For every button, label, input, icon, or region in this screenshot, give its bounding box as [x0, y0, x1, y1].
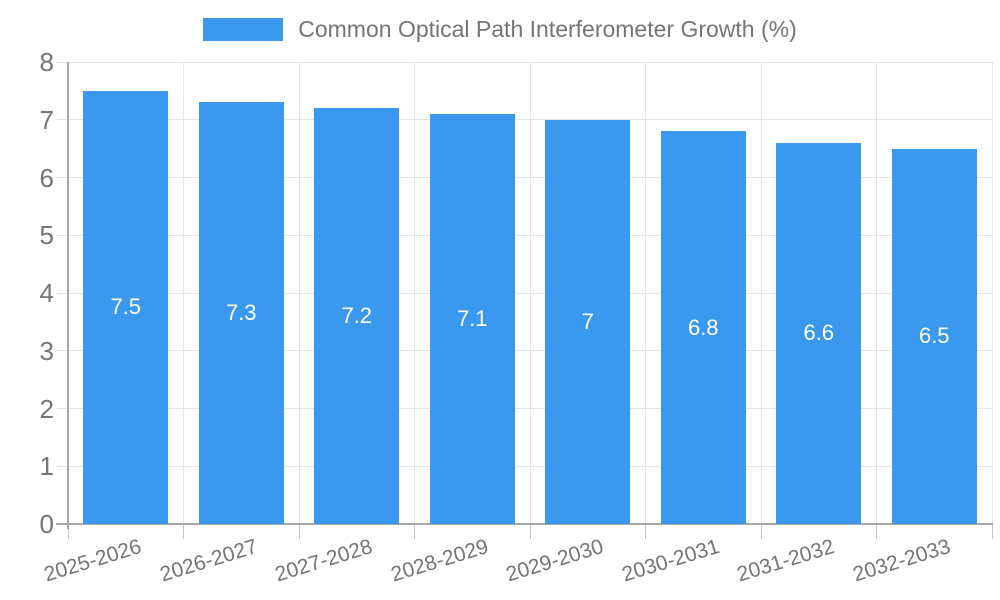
x-axis-tick [183, 524, 184, 539]
y-axis-tick-label: 8 [39, 47, 54, 77]
y-axis-tick-label: 3 [39, 335, 54, 366]
x-axis-tick-label: 2026-2027 [157, 535, 260, 587]
plot-area: 7.5 7.3 7.2 7.1 7 6.8 6.6 6.5 [56, 61, 993, 539]
bar: 7.2 [314, 108, 400, 524]
y-axis-tick [57, 408, 68, 409]
y-axis-tick-label: 0 [39, 509, 54, 539]
bar: 7.1 [429, 113, 515, 524]
x-axis-tick-label: 2027-2028 [272, 535, 376, 587]
x-gridline [991, 62, 993, 524]
x-axis-tick [760, 524, 762, 539]
x-gridline [183, 62, 184, 524]
bar-value-label: 7.2 [341, 303, 373, 329]
bar: 7.3 [198, 102, 284, 524]
x-axis-tick [529, 524, 531, 539]
y-axis-tick-label: 2 [39, 393, 54, 424]
x-axis-tick [876, 524, 877, 539]
chart-title: Common Optical Path Interferometer Growt… [298, 16, 797, 42]
bar-value-label: 6.5 [918, 323, 950, 349]
bar-value-label: 7.1 [456, 305, 488, 331]
bar: 6.8 [660, 131, 746, 524]
y-axis-tick [57, 292, 68, 294]
legend-swatch [203, 18, 284, 41]
x-axis-tick [991, 524, 993, 539]
y-axis-tick [57, 234, 68, 236]
bar: 7 [545, 119, 631, 524]
bar-value-label: 6.6 [803, 320, 835, 346]
x-axis-tick [298, 524, 300, 539]
y-axis-line [67, 62, 69, 529]
y-axis-tick-label: 5 [39, 220, 54, 251]
legend-item[interactable]: Common Optical Path Interferometer Growt… [203, 16, 797, 43]
x-axis-tick-label: 2031-2032 [734, 535, 838, 587]
bar-value-label: 6.8 [687, 314, 719, 340]
y-axis-tick-label: 4 [39, 278, 54, 308]
x-gridline [298, 62, 300, 524]
x-gridline [760, 62, 762, 524]
x-axis-tick-label: 2029-2030 [503, 535, 607, 587]
x-axis-tick [67, 524, 69, 539]
x-gridline [529, 62, 531, 524]
x-axis-tick-label: 2030-2031 [619, 535, 722, 587]
x-gridline [645, 62, 646, 524]
bar: 7.5 [83, 90, 169, 524]
y-axis-tick-label: 1 [39, 451, 54, 482]
bar-value-label: 7 [581, 308, 594, 334]
bar-value-label: 7.5 [110, 294, 142, 320]
x-gridline [876, 62, 877, 524]
y-axis-tick [57, 465, 68, 467]
x-axis-line [56, 523, 993, 525]
y-axis-tick [57, 177, 68, 178]
y-axis-tick [57, 61, 68, 63]
x-axis-tick-label: 2028-2029 [388, 535, 491, 587]
bar: 6.6 [776, 142, 862, 524]
legend: Common Optical Path Interferometer Growt… [0, 16, 1000, 43]
x-axis-tick [645, 524, 646, 539]
y-axis-tick [57, 119, 68, 121]
x-axis-tick-label: 2032-2033 [850, 535, 953, 587]
y-axis-tick-label: 7 [39, 104, 54, 135]
bar-value-label: 7.3 [225, 300, 257, 326]
x-axis-tick-label: 2025-2026 [41, 535, 145, 587]
x-axis-tick [414, 524, 415, 539]
x-gridline [414, 62, 415, 524]
bar: 6.5 [891, 148, 977, 524]
y-axis-tick-label: 6 [39, 162, 54, 193]
y-axis-tick [57, 350, 68, 352]
